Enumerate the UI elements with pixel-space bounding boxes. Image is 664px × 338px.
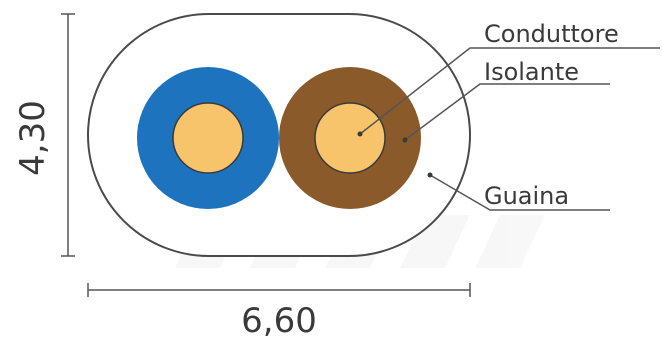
label-insulation: Isolante: [484, 58, 579, 86]
insulation-leader-line: [404, 83, 610, 141]
width-dimension-label: 6,60: [241, 301, 317, 338]
blue-core-conductor: [172, 102, 244, 174]
label-conductor: Conduttore: [484, 20, 619, 48]
insulation-leader-dot: [402, 137, 408, 143]
brown-core-conductor: [314, 102, 386, 174]
conductor-leader-dot: [357, 131, 363, 137]
conductor-leader-line: [359, 47, 660, 135]
sheath-leader-line: [429, 174, 610, 211]
label-sheath: Guaina: [484, 182, 569, 210]
height-dimension-label: 4,30: [13, 100, 53, 176]
sheath-leader-dot: [427, 172, 433, 178]
